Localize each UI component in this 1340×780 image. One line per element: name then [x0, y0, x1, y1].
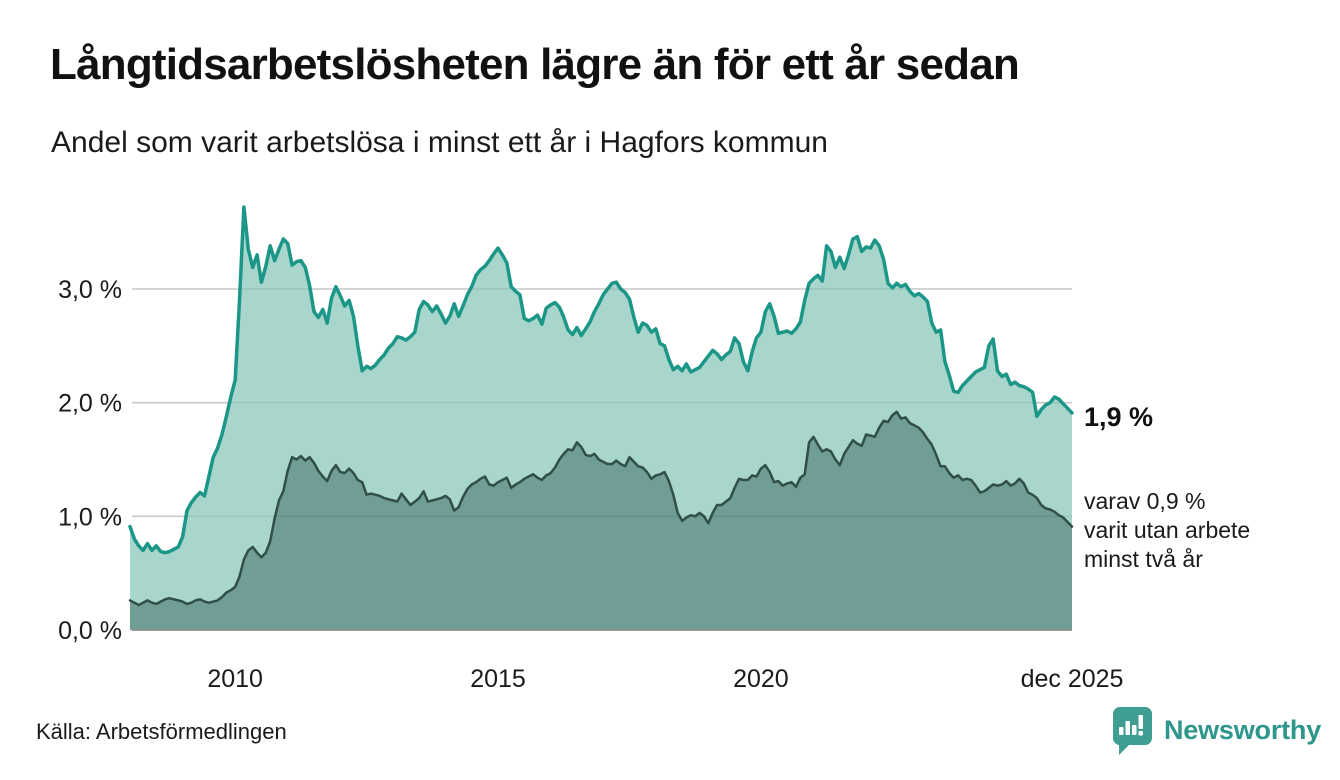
- x-axis-label: 2020: [733, 665, 789, 693]
- end-sub-annotation: varav 0,9 % varit utan arbete minst två …: [1084, 487, 1250, 574]
- series-line-1: [128, 410, 1074, 607]
- y-axis-label: 2,0 %: [58, 390, 122, 418]
- newsworthy-logo: Newsworthy: [1108, 704, 1321, 756]
- series-area-1: [130, 411, 1072, 630]
- page-subtitle: Andel som varit arbetslösa i minst ett å…: [51, 126, 828, 159]
- page-title: Långtidsarbetslösheten lägre än för ett …: [50, 40, 1020, 89]
- x-axis-label: 2010: [207, 665, 263, 693]
- y-axis-label: 3,0 %: [58, 276, 122, 304]
- end-sub-annotation-line: varit utan arbete: [1084, 517, 1251, 543]
- end-sub-annotation-line: varav 0,9 %: [1084, 488, 1206, 514]
- y-axis-label: 1,0 %: [58, 503, 122, 531]
- newsworthy-brand-text: Newsworthy: [1164, 714, 1322, 745]
- area-chart: 0,0 % 1,0 % 2,0 % 3,0 % 2010 2015 2020 dec 2025: [58, 205, 1124, 693]
- x-axis-label: 2015: [470, 665, 526, 693]
- newsworthy-badge-icon: [1112, 707, 1152, 755]
- x-axis-label: dec 2025: [1021, 665, 1124, 693]
- end-value-annotation: 1,9 %: [1084, 402, 1154, 432]
- series-line-0: [128, 205, 1074, 555]
- y-axis-label: 0,0 %: [58, 617, 122, 645]
- end-sub-annotation-line: minst två år: [1084, 546, 1203, 572]
- source-credit: Källa: Arbetsförmedlingen: [36, 719, 287, 744]
